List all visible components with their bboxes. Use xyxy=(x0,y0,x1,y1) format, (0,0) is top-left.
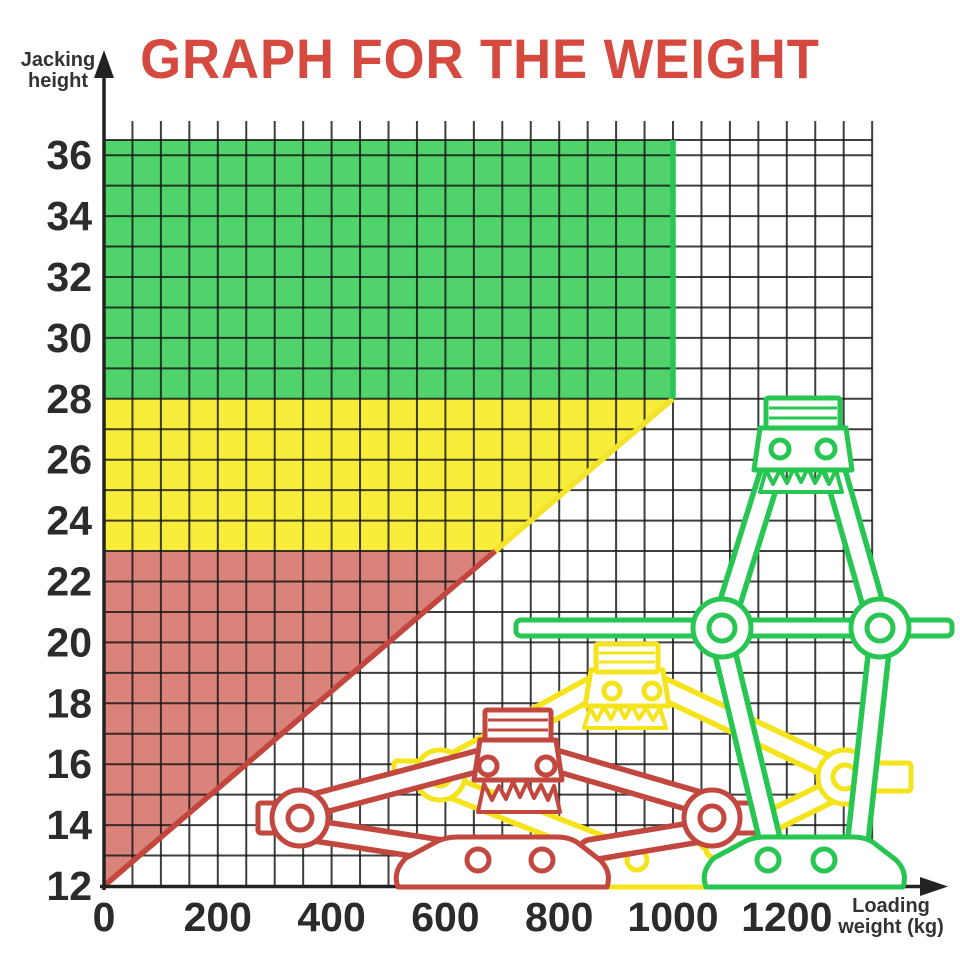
y-tick-label: 28 xyxy=(46,376,92,422)
y-tick-label: 20 xyxy=(46,619,92,665)
x-axis-label: Loading weight (kg) xyxy=(828,896,954,938)
x-axis-label-line1: Loading xyxy=(852,895,930,917)
y-tick-label: 16 xyxy=(46,741,92,787)
y-tick-label: 14 xyxy=(46,802,92,848)
y-tick-label: 36 xyxy=(46,132,92,178)
y-tick-label: 30 xyxy=(46,315,92,361)
x-axis-label-line2: weight (kg) xyxy=(838,916,944,938)
danger-edge xyxy=(102,548,497,889)
tick-labels: 12 14 16 18 20 22 24 26 28 30 32 34 36 0 200 400 600 800 1… xyxy=(46,132,832,940)
x-tick-label: 400 xyxy=(297,894,365,940)
y-tick-label: 22 xyxy=(46,559,92,605)
y-axis-label: Jacking height xyxy=(8,50,108,92)
y-tick-label: 26 xyxy=(46,437,92,483)
y-axis-label-line2: height xyxy=(28,70,88,92)
x-tick-label: 800 xyxy=(525,894,593,940)
y-tick-label: 32 xyxy=(46,254,92,300)
y-tick-label: 24 xyxy=(46,498,92,544)
scissor-jack-extended-icon xyxy=(513,395,955,890)
caution-edge xyxy=(493,396,675,554)
page-title: GRAPH FOR THE WEIGHT xyxy=(140,27,820,90)
y-tick-label: 34 xyxy=(46,193,92,239)
x-tick-label: 200 xyxy=(184,894,252,940)
x-tick-label: 1200 xyxy=(741,894,832,940)
x-tick-label: 0 xyxy=(93,894,116,940)
y-tick-label: 18 xyxy=(46,680,92,726)
x-tick-label: 600 xyxy=(411,894,479,940)
x-axis-arrow-icon xyxy=(920,877,948,896)
y-axis-label-line1: Jacking xyxy=(20,49,96,71)
y-axis-arrow-icon xyxy=(94,50,114,78)
zone-borders xyxy=(102,139,676,889)
x-tick-label: 1000 xyxy=(627,894,718,940)
scissor-jack-collapsed-icon xyxy=(255,707,763,890)
y-tick-label: 12 xyxy=(46,863,92,909)
